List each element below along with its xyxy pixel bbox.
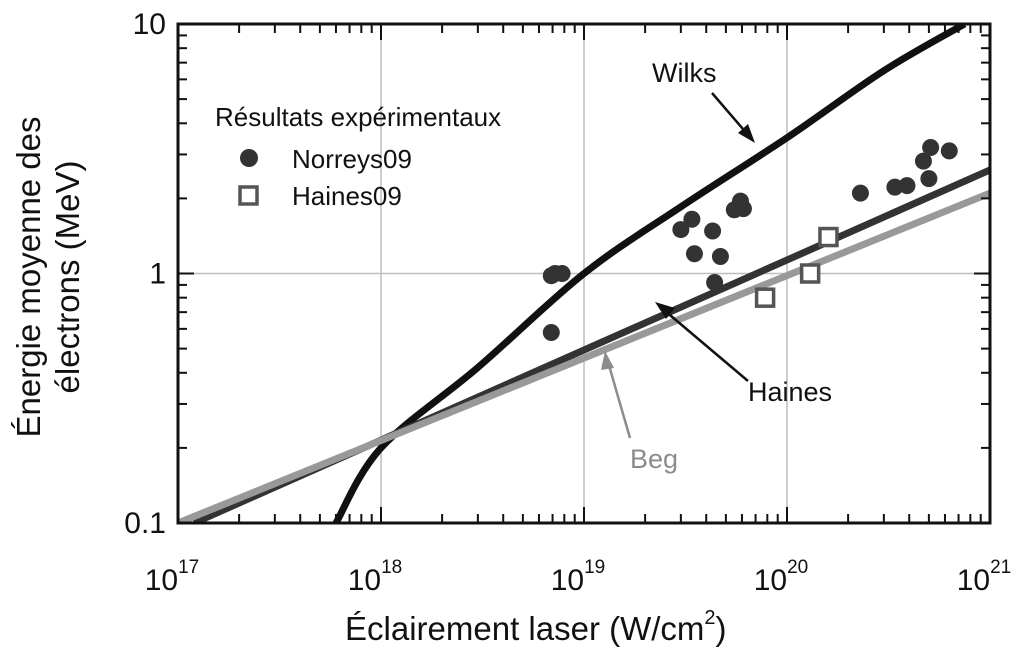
annotation-arrowhead-beg xyxy=(601,351,614,370)
annotation-wilks: Wilks xyxy=(652,58,716,88)
legend-label-norreys09: Norreys09 xyxy=(292,144,412,174)
x-tick-label-base: 10 xyxy=(551,564,584,597)
y-tick-label: 0.1 xyxy=(124,507,166,540)
point-norreys09 xyxy=(704,222,722,240)
x-tick-label-exponent: 17 xyxy=(178,557,199,578)
y-axis-title-line2: électrons (MeV) xyxy=(49,161,86,394)
point-norreys09 xyxy=(542,324,560,342)
data-points xyxy=(542,138,958,342)
point-haines09 xyxy=(754,287,776,308)
y-tick-label: 10 xyxy=(133,8,166,41)
x-tick-label-base: 10 xyxy=(754,564,787,597)
legend-marker-norreys09 xyxy=(240,149,258,167)
x-tick-label: 1019 xyxy=(551,557,606,597)
x-tick-label: 1020 xyxy=(754,557,809,597)
legend-marker-haines09 xyxy=(238,185,259,206)
y-axis-title-line1: Énergie moyenne des xyxy=(10,116,47,437)
point-norreys09 xyxy=(711,247,729,265)
x-tick-label: 1018 xyxy=(348,557,403,597)
legend-label-haines09: Haines09 xyxy=(292,181,402,211)
point-norreys09 xyxy=(683,210,701,228)
point-norreys09 xyxy=(706,274,724,292)
plot-frame xyxy=(176,22,992,525)
point-norreys09 xyxy=(685,245,703,263)
point-haines09 xyxy=(799,263,821,284)
x-tick-label-exponent: 21 xyxy=(990,557,1011,578)
curve-beg xyxy=(178,189,990,523)
y-axis-title: Énergie moyenne des électrons (MeV) xyxy=(10,116,86,437)
point-norreys09 xyxy=(914,152,932,170)
curves xyxy=(178,24,990,523)
legend-title: Résultats expérimentaux xyxy=(215,102,501,132)
annotation-beg: Beg xyxy=(630,444,678,474)
y-tick-label: 1 xyxy=(149,258,166,291)
point-norreys09 xyxy=(898,177,916,195)
x-tick-label-exponent: 20 xyxy=(787,557,808,578)
annotation-arrow-beg xyxy=(606,361,632,439)
x-tick-label: 1021 xyxy=(957,557,1012,597)
x-tick-label: 1017 xyxy=(145,557,200,597)
point-norreys09 xyxy=(851,184,869,202)
point-norreys09 xyxy=(922,138,940,156)
point-norreys09 xyxy=(672,221,690,239)
x-axis-title: Éclairement laser (W/cm2) xyxy=(345,607,727,647)
point-norreys09 xyxy=(920,170,938,188)
point-norreys09 xyxy=(553,265,571,282)
x-tick-label-base: 10 xyxy=(957,564,990,597)
annotation-arrow-haines xyxy=(663,309,749,382)
point-haines09 xyxy=(818,226,839,248)
annotation-arrowhead-haines xyxy=(655,302,675,319)
x-tick-label-exponent: 19 xyxy=(584,557,605,578)
x-tick-label-exponent: 18 xyxy=(381,557,402,578)
x-tick-label-base: 10 xyxy=(348,564,381,597)
point-norreys09 xyxy=(940,142,958,160)
annotation-arrowhead-wilks xyxy=(738,124,755,143)
x-tick-label-base: 10 xyxy=(145,564,178,597)
point-norreys09 xyxy=(734,200,752,218)
annotation-haines: Haines xyxy=(748,377,832,407)
